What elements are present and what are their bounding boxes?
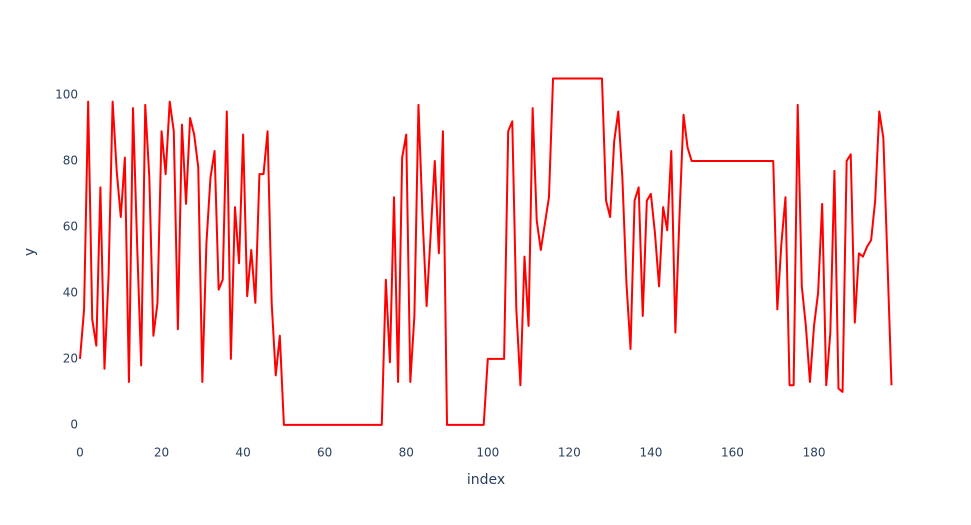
y-tick-label: 60 [63, 219, 78, 233]
x-tick-label: 0 [76, 446, 84, 460]
x-axis-title: index [467, 472, 505, 488]
x-tick-label: 40 [235, 446, 250, 460]
x-tick-label: 140 [639, 446, 662, 460]
x-tick-label: 20 [154, 446, 169, 460]
y-tick-label: 80 [63, 153, 78, 167]
line-series [79, 77, 893, 426]
y-tick-label: 20 [63, 351, 78, 365]
y-axis-title: y [22, 248, 38, 256]
y-tick-label: 100 [55, 87, 78, 101]
x-tick-label: 120 [558, 446, 581, 460]
x-tick-label: 160 [721, 446, 744, 460]
x-tick-label: 60 [317, 446, 332, 460]
y-tick-label: 40 [63, 285, 78, 299]
x-tick-label: 80 [399, 446, 414, 460]
x-tick-label: 100 [476, 446, 499, 460]
x-tick-label: 180 [803, 446, 826, 460]
y-tick-label: 0 [70, 417, 78, 431]
